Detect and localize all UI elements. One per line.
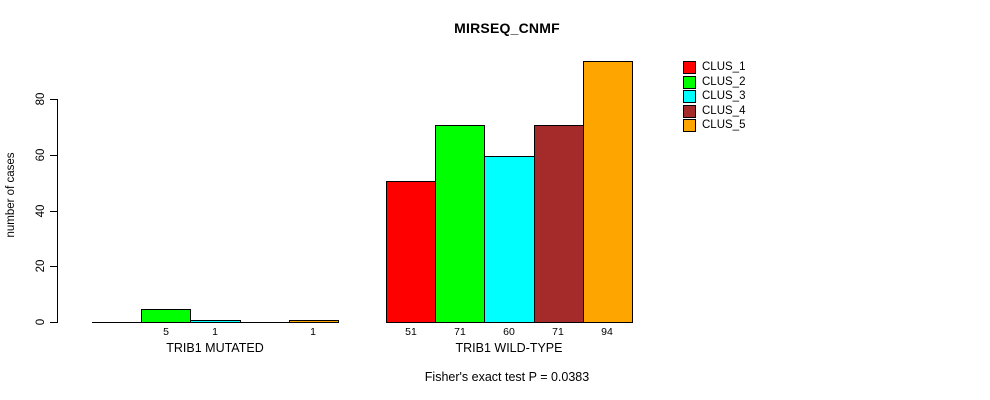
legend-swatch — [683, 61, 696, 74]
legend-swatch — [683, 90, 696, 103]
bar-value-label: 51 — [405, 326, 417, 338]
group-label: TRIB1 MUTATED — [166, 341, 264, 355]
y-tick-label: 60 — [35, 148, 47, 162]
bar-value-label: 1 — [310, 326, 316, 338]
bar-value-label: 5 — [163, 326, 169, 338]
y-tick-label: 40 — [35, 204, 47, 218]
bar — [534, 125, 584, 323]
chart-title: MIRSEQ_CNMF — [454, 20, 560, 36]
legend-label: CLUS_3 — [702, 90, 746, 102]
bar — [386, 181, 436, 323]
bar-value-label: 1 — [212, 326, 218, 338]
bar — [190, 320, 241, 323]
bar — [289, 320, 339, 323]
bar-value-label: 60 — [503, 326, 515, 338]
group-label: TRIB1 WILD-TYPE — [455, 341, 563, 355]
y-tick — [50, 99, 57, 100]
legend-label: CLUS_1 — [702, 61, 746, 73]
y-tick — [50, 322, 57, 323]
legend-swatch — [683, 105, 696, 118]
y-tick-label: 0 — [35, 318, 47, 326]
y-axis-label: number of cases — [5, 152, 17, 238]
bar — [484, 156, 535, 323]
y-tick-label: 80 — [35, 92, 47, 106]
legend-label: CLUS_4 — [702, 105, 746, 117]
y-tick — [50, 155, 57, 156]
y-axis-line — [57, 99, 58, 323]
fisher-test-annotation: Fisher's exact test P = 0.0383 — [424, 370, 590, 384]
y-tick — [50, 211, 57, 212]
bar — [435, 125, 485, 323]
y-tick-label: 20 — [35, 259, 47, 273]
legend-swatch — [683, 119, 696, 132]
bar-value-label: 71 — [454, 326, 466, 338]
legend: CLUS_1 CLUS_2 CLUS_3 CLUS_4 CLUS_5 — [683, 61, 803, 143]
bar — [583, 61, 633, 323]
bar-value-label: 94 — [601, 326, 613, 338]
legend-swatch — [683, 76, 696, 89]
legend-label: CLUS_5 — [702, 119, 746, 131]
bar — [141, 309, 191, 323]
legend-label: CLUS_2 — [702, 76, 746, 88]
y-tick — [50, 266, 57, 267]
bar-value-label: 71 — [552, 326, 564, 338]
